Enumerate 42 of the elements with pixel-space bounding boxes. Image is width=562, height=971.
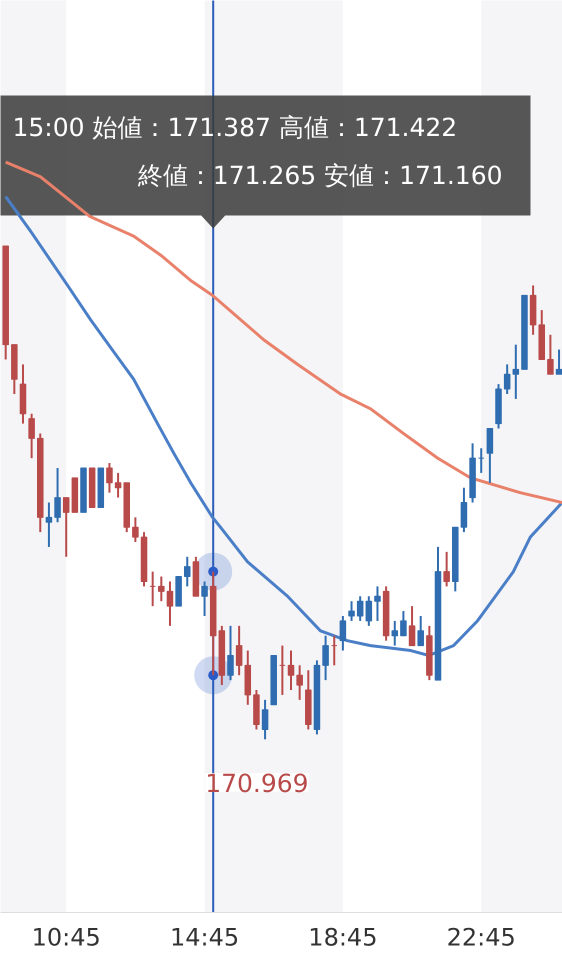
candlestick bbox=[288, 650, 294, 691]
candlestick bbox=[504, 363, 510, 395]
candlestick bbox=[478, 447, 484, 474]
candlestick bbox=[392, 620, 398, 647]
candlestick bbox=[262, 698, 268, 740]
candlestick bbox=[114, 472, 122, 499]
candlestick bbox=[236, 624, 242, 676]
candlestick bbox=[348, 600, 355, 622]
candlestick bbox=[149, 570, 156, 608]
x-tick-label: 22:45 bbox=[446, 924, 516, 952]
candlestick bbox=[296, 664, 303, 701]
candlestick bbox=[417, 615, 424, 647]
candlestick bbox=[512, 344, 520, 400]
candlestick bbox=[330, 634, 338, 666]
candlestick bbox=[62, 496, 70, 558]
candlestick bbox=[547, 334, 554, 376]
candlestick bbox=[132, 516, 139, 543]
candlestick bbox=[158, 576, 165, 602]
candlestick bbox=[106, 462, 113, 494]
candlestick bbox=[443, 550, 450, 588]
candlestick bbox=[279, 644, 286, 696]
candlestick bbox=[556, 348, 562, 376]
candlestick bbox=[408, 605, 416, 647]
text: 15:00 始値：171.387 高値：171.422 bbox=[12, 113, 458, 142]
candlestick bbox=[356, 595, 364, 622]
candlestick bbox=[46, 502, 52, 548]
candlestick bbox=[54, 466, 61, 524]
candlestick bbox=[28, 412, 35, 460]
x-tick-label: 10:45 bbox=[32, 924, 101, 952]
candlestick bbox=[227, 624, 234, 682]
x-tick-label: 18:45 bbox=[308, 924, 378, 952]
candlestick bbox=[201, 580, 208, 617]
text: 終値：171.265 安値：171.160 bbox=[136, 161, 503, 190]
candlestick bbox=[374, 585, 381, 622]
candlestick bbox=[322, 634, 329, 682]
candlestick bbox=[166, 580, 174, 627]
candlestick bbox=[340, 615, 346, 652]
candlestick bbox=[400, 610, 407, 637]
x-tick-label: 14:45 bbox=[170, 924, 240, 952]
text: 170.969 bbox=[205, 769, 309, 798]
candlestick bbox=[184, 556, 191, 588]
candlestick bbox=[366, 595, 372, 627]
